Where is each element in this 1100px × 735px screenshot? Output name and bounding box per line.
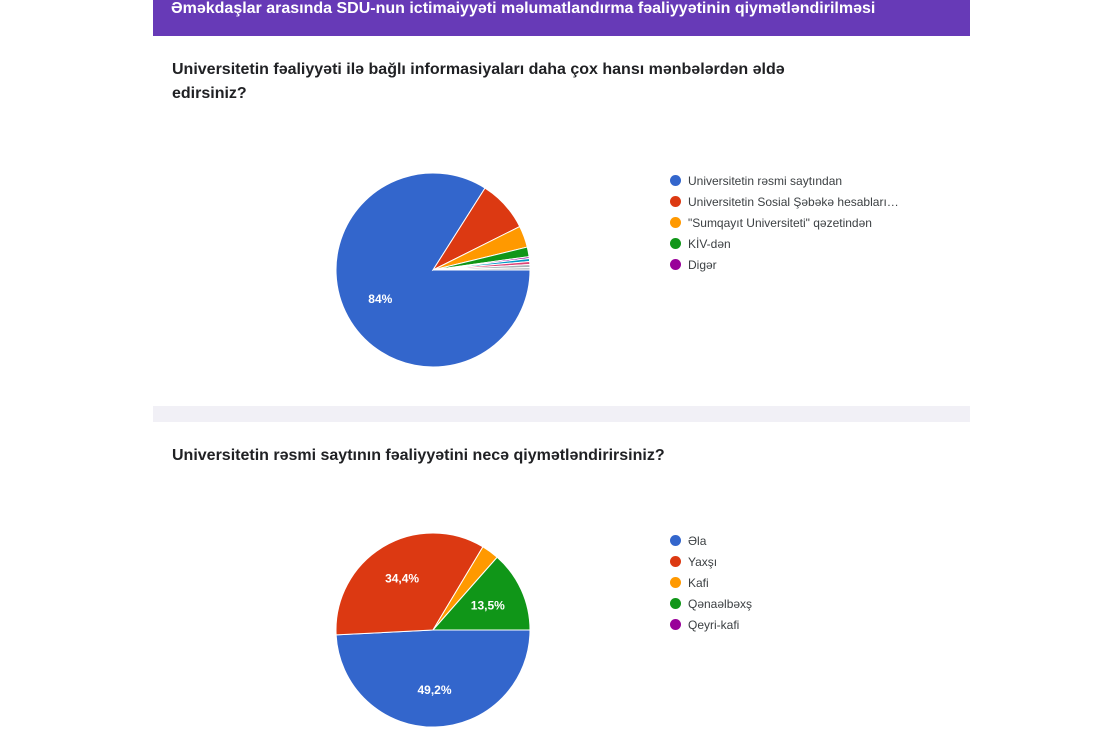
pie-slice-label: 13,5% <box>471 598 505 612</box>
legend-item-sumqay-t-universiteti-q-zetind-n[interactable]: "Sumqayıt Universiteti" qəzetindən <box>670 212 899 233</box>
pie-chart-rating: 49,2% 34,4% 13,5% <box>335 532 531 728</box>
question-card-sources: Universitetin fəaliyyəti ilə bağlı infor… <box>153 36 970 406</box>
legend-label: Universitetin Sosial Şəbəkə hesabları… <box>688 194 899 209</box>
legend-item-yaxs[interactable]: Yaxşı <box>670 551 752 572</box>
legend-swatch <box>670 535 681 546</box>
legend-item-dig-r[interactable]: Digər <box>670 254 899 275</box>
form-header: Əməkdaşlar arasında SDU-nun ictimaiyyəti… <box>153 0 970 36</box>
legend-swatch <box>670 556 681 567</box>
pie-slice-other-4[interactable] <box>432 267 531 271</box>
legend-sources: Universitetin rəsmi saytından Universitet… <box>670 170 899 275</box>
question-card-rating: Universitetin rəsmi saytının fəaliyyətin… <box>153 422 970 735</box>
question-title: Universitetin rəsmi saytının fəaliyyətin… <box>172 447 665 464</box>
legend-swatch <box>670 175 681 186</box>
pie-slice-la[interactable] <box>335 629 531 728</box>
legend-label: Yaxşı <box>688 554 718 569</box>
legend-label: Qənaəlbəxş <box>688 596 753 611</box>
pie-slice-universitetin-r-smi-sayt-ndan[interactable] <box>335 172 531 368</box>
pie-slice-yaxs[interactable] <box>335 532 484 636</box>
legend-item-q-na-lb-xs[interactable]: Qənaəlbəxş <box>670 593 752 614</box>
pie-slice-q-na-lb-xs[interactable] <box>431 556 531 631</box>
legend-item-la[interactable]: Əla <box>670 530 752 551</box>
legend-item-universitetin-r-smi-sayt-ndan[interactable]: Universitetin rəsmi saytından <box>670 170 899 191</box>
form-title: Əməkdaşlar arasında SDU-nun ictimaiyyəti… <box>171 0 876 17</box>
legend-item-kafi[interactable]: Kafi <box>670 572 752 593</box>
legend-item-qeyri-kafi[interactable]: Qeyri-kafi <box>670 614 752 635</box>
question-title: Universitetin fəaliyyəti ilə bağlı infor… <box>172 61 785 102</box>
legend-swatch <box>670 238 681 249</box>
legend-swatch <box>670 217 681 228</box>
pie-slice-label: 84% <box>368 292 392 306</box>
pie-slice-label: 34,4% <box>385 571 419 585</box>
legend-label: "Sumqayıt Universiteti" qəzetindən <box>688 215 872 230</box>
pie-chart-sources: 84% <box>335 172 531 368</box>
legend-item-universitetin-sosial-s-b-k-hesablar[interactable]: Universitetin Sosial Şəbəkə hesabları… <box>670 191 899 212</box>
legend-label: Əla <box>688 533 707 548</box>
legend-rating: Əla Yaxşı Kafi Qənaəlbəxş Qeyri-kafi <box>670 530 752 635</box>
legend-label: KİV-dən <box>688 236 731 251</box>
legend-label: Kafi <box>688 575 709 590</box>
legend-swatch <box>670 577 681 588</box>
legend-swatch <box>670 619 681 630</box>
pie-slice-label: 49,2% <box>417 683 451 697</box>
card-separator <box>153 406 970 422</box>
legend-item-ki-v-d-n[interactable]: KİV-dən <box>670 233 899 254</box>
legend-label: Universitetin rəsmi saytından <box>688 173 843 188</box>
legend-label: Digər <box>688 257 717 272</box>
legend-label: Qeyri-kafi <box>688 617 740 632</box>
legend-swatch <box>670 259 681 270</box>
legend-swatch <box>670 598 681 609</box>
legend-swatch <box>670 196 681 207</box>
